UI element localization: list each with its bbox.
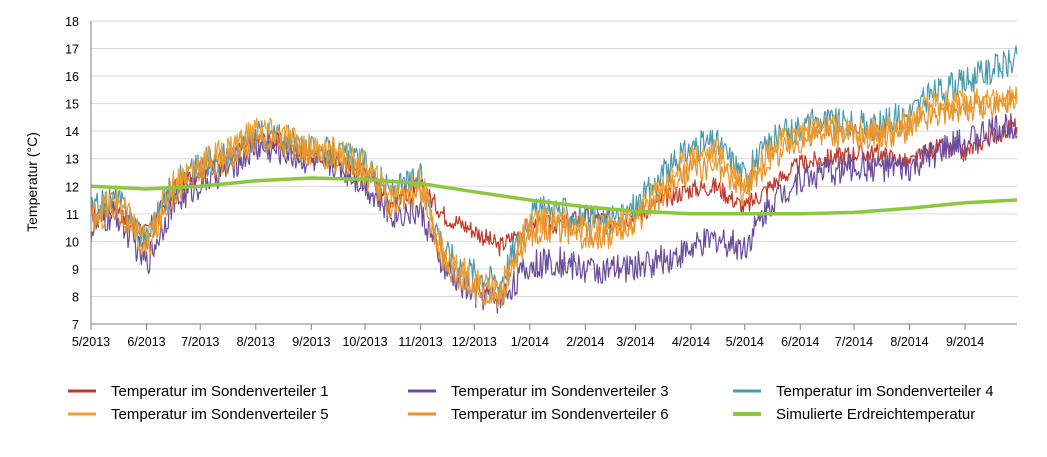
y-tick-label: 7 <box>72 318 79 332</box>
series-line-3 <box>90 45 1018 297</box>
y-tick-label: 10 <box>65 235 79 249</box>
legend: Temperatur im Sondenverteiler 1 Temperatu… <box>68 383 994 423</box>
x-tick-label: 1/2014 <box>511 335 549 349</box>
x-tick-label: 11/2013 <box>398 335 442 349</box>
series-line-6 <box>90 176 1018 216</box>
y-axis-label: Temperatur (°C) <box>24 132 40 232</box>
legend-label: Temperatur im Sondenverteiler 5 <box>111 406 329 423</box>
x-axis-ticks: 5/2013 6/2013 7/2013 8/2013 9/2013 10/2013 11/… <box>72 324 984 349</box>
gridlines <box>91 20 1017 325</box>
y-tick-label: 16 <box>65 70 79 84</box>
legend-label: Temperatur im Sondenverteiler 3 <box>451 383 669 400</box>
x-tick-label: 12/2013 <box>452 335 497 349</box>
legend-label: Temperatur im Sondenverteiler 6 <box>451 406 669 423</box>
y-tick-label: 17 <box>65 43 79 57</box>
legend-item-4: Temperatur im Sondenverteiler 5 <box>68 406 329 423</box>
legend-item-5: Temperatur im Sondenverteiler 6 <box>408 406 669 423</box>
y-tick-label: 15 <box>65 98 79 112</box>
y-axis-ticks: 7 8 9 10 11 12 13 14 15 16 17 18 <box>65 15 79 332</box>
x-tick-label: 5/2013 <box>72 335 110 349</box>
y-tick-label: 12 <box>65 180 79 194</box>
y-tick-label: 13 <box>65 153 79 167</box>
x-tick-label: 3/2014 <box>616 335 654 349</box>
x-tick-label: 7/2013 <box>181 335 219 349</box>
legend-label: Temperatur im Sondenverteiler 1 <box>111 383 329 400</box>
x-tick-label: 8/2014 <box>890 335 928 349</box>
y-tick-label: 11 <box>66 208 79 222</box>
x-tick-label: 9/2014 <box>946 335 984 349</box>
series-line-4 <box>90 85 1018 305</box>
x-tick-label: 7/2014 <box>835 335 873 349</box>
y-tick-label: 8 <box>72 290 79 304</box>
series-lines <box>90 45 1018 314</box>
y-tick-label: 18 <box>65 15 79 29</box>
x-tick-label: 6/2014 <box>781 335 819 349</box>
legend-label: Simulierte Erdreichtemperatur <box>776 406 975 423</box>
series-line-2 <box>90 112 1018 314</box>
series-line-5 <box>90 88 1018 309</box>
x-tick-label: 10/2013 <box>342 335 387 349</box>
legend-item-2: Temperatur im Sondenverteiler 3 <box>408 383 669 400</box>
y-tick-label: 14 <box>65 125 79 139</box>
legend-item-6: Simulierte Erdreichtemperatur <box>733 406 975 423</box>
y-tick-label: 9 <box>72 263 79 277</box>
legend-item-1: Temperatur im Sondenverteiler 1 <box>68 383 329 400</box>
legend-item-3: Temperatur im Sondenverteiler 4 <box>733 383 994 400</box>
x-tick-label: 5/2014 <box>726 335 764 349</box>
axes <box>90 21 1017 325</box>
x-tick-label: 9/2013 <box>292 335 330 349</box>
x-tick-label: 8/2013 <box>237 335 275 349</box>
x-tick-label: 4/2014 <box>672 335 710 349</box>
x-tick-label: 6/2013 <box>127 335 165 349</box>
x-tick-label: 2/2014 <box>566 335 604 349</box>
legend-label: Temperatur im Sondenverteiler 4 <box>776 383 994 400</box>
